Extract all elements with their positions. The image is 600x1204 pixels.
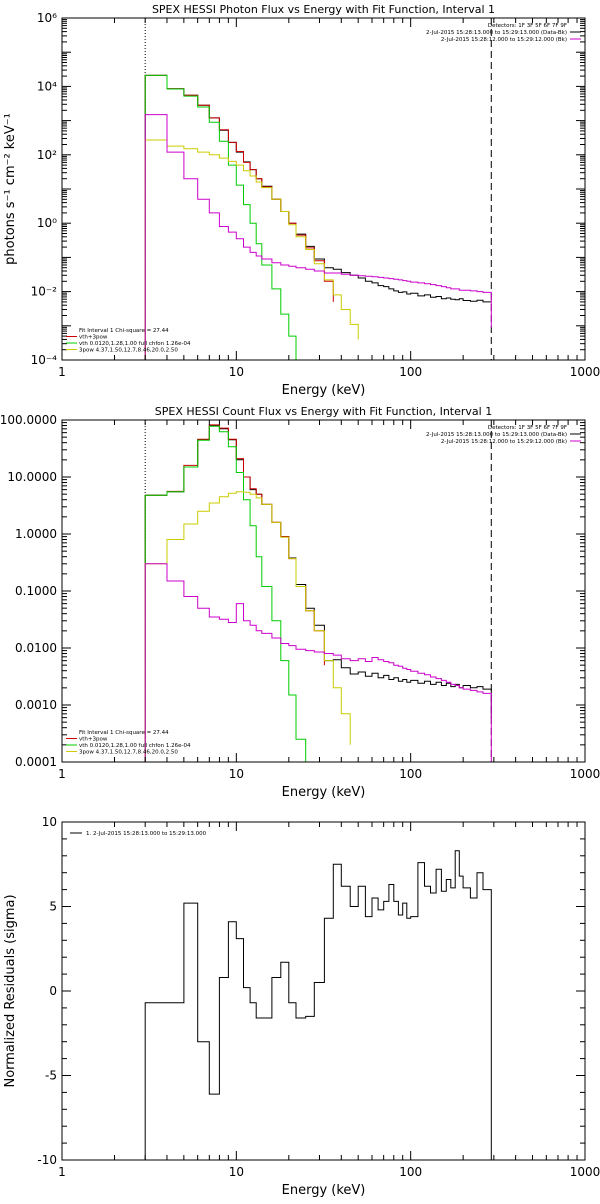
y-tick-label: 10⁴ — [37, 79, 57, 93]
chart-panel-3: 1 10 100 1000 -10 -5 0 5 10 Energy (keV) Normalize… — [3, 815, 600, 1198]
series-line-3 — [144, 425, 307, 762]
x-tick-label: 1000 — [570, 365, 600, 379]
y-tick-label: 0 — [49, 984, 57, 998]
chart-title: SPEX HESSI Count Flux vs Energy with Fit… — [155, 405, 492, 418]
x-tick-label: 100 — [399, 365, 422, 379]
plot-frame — [61, 17, 586, 361]
x-tick-label: 100 — [399, 1165, 422, 1179]
legend-entry: vth 0.0120,1.28,1.00 full chfon 1.26e-04 — [79, 341, 191, 347]
y-axis-label: photons s⁻¹ cm⁻² keV⁻¹ — [3, 113, 18, 265]
y-tick-label: 0.0100 — [15, 641, 57, 655]
plot-frame — [61, 419, 586, 763]
y-tick-label: 10⁻⁴ — [31, 353, 58, 367]
x-tick-label: 10 — [229, 365, 244, 379]
y-tick-label: 5 — [49, 900, 57, 914]
x-tick-label: 10 — [229, 1165, 244, 1179]
x-axis-label: Energy (keV) — [282, 383, 366, 398]
legend-entry: vth+3pow — [79, 335, 108, 341]
x-tick-label: 1 — [58, 365, 66, 379]
legend-entry: 1. 2-Jul-2015 15:28:13.000 to 15:29:13.0… — [86, 831, 207, 837]
y-tick-label: -5 — [45, 1069, 57, 1083]
legend-entry: Fit Interval 1 Chi-square = 27.44 — [79, 730, 169, 736]
legend-entry: Detectors: 1F 3F 5F 6F 7F 9F — [488, 23, 567, 29]
legend-entry: 2-Jul-2015 15:28:12.000 to 15:29:12.000 … — [441, 439, 567, 445]
y-axis-label: Normalized Residuals (sigma) — [3, 894, 18, 1087]
legend-entry: 2-Jul-2015 15:28:13.000 to 15:29:13.000 … — [426, 30, 567, 36]
series-line-4 — [144, 491, 351, 762]
series-line-1 — [144, 850, 492, 1160]
chart-title: SPEX HESSI Photon Flux vs Energy with Fi… — [152, 3, 495, 16]
y-tick-label: 0.1000 — [15, 584, 57, 598]
y-tick-label: 10² — [37, 148, 57, 162]
chart-panel-1: 1 10 100 1000 10⁻⁴ 10⁻² 10⁰ 10² 10⁴ 10⁶ SPEX HESSI… — [3, 3, 600, 398]
series-line-1 — [144, 425, 492, 762]
legend-entry: 2-Jul-2015 15:28:12.000 to 15:29:12.000 … — [441, 37, 567, 43]
series-group — [144, 424, 492, 762]
series-line-4 — [144, 139, 359, 360]
legend-entry: 2-Jul-2015 15:28:13.000 to 15:29:13.000 … — [426, 432, 567, 438]
legend-entry: vth+3pow — [79, 737, 108, 743]
y-tick-label: 100.0000 — [0, 413, 57, 427]
legend-entry: 3pow 4.37,1.50,12.7,8.46,20.0,2.50 — [79, 750, 178, 756]
y-tick-label: 10 — [42, 815, 57, 829]
x-tick-label: 1 — [58, 767, 66, 781]
y-tick-label: 10⁶ — [37, 11, 57, 25]
y-tick-label: 10⁻² — [31, 285, 58, 299]
y-tick-label: 10.0000 — [7, 470, 57, 484]
y-tick-label: 1.0000 — [15, 527, 57, 541]
x-tick-label: 1 — [58, 1165, 66, 1179]
legend-entry: Detectors: 1F 3F 5F 6F 7F 9F — [488, 425, 567, 431]
series-line-5 — [144, 114, 492, 360]
plot-frame — [61, 821, 586, 1161]
series-line-3 — [144, 74, 307, 360]
x-axis-label: Energy (keV) — [282, 1183, 366, 1198]
x-axis-label: Energy (keV) — [282, 785, 366, 800]
x-tick-label: 1000 — [570, 1165, 600, 1179]
series-line-1 — [144, 74, 492, 360]
y-tick-label: 10⁰ — [37, 216, 57, 230]
legend-entry: vth 0.0120,1.28,1.00 full chfon 1.26e-04 — [79, 743, 191, 749]
series-group — [144, 850, 492, 1160]
x-tick-label: 10 — [229, 767, 244, 781]
legend-entry: 3pow 4.37,1.50,12.7,8.46,20.0,2.50 — [79, 348, 178, 354]
y-tick-label: -10 — [37, 1153, 57, 1167]
legend-entry: Fit Interval 1 Chi-square = 27.44 — [79, 328, 169, 334]
series-line-5 — [144, 563, 492, 762]
x-tick-label: 100 — [399, 767, 422, 781]
series-group — [144, 74, 492, 360]
y-tick-label: 0.0010 — [15, 698, 57, 712]
x-tick-label: 1000 — [570, 767, 600, 781]
y-tick-label: 0.0001 — [15, 755, 57, 769]
chart-panel-2: 1 10 100 1000 0.0001 0.0010 0.0100 0.1000 1.0000… — [0, 405, 600, 800]
